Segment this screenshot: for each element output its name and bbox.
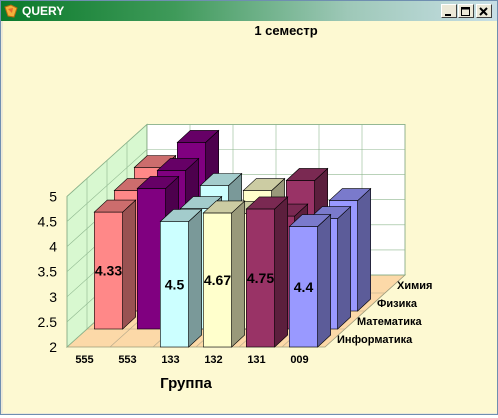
bar-top	[245, 196, 289, 210]
y-tick-label: 4	[49, 239, 57, 255]
x-tick-label: 132	[204, 354, 222, 366]
y-tick-label: 3	[49, 289, 57, 305]
bar-side	[122, 199, 136, 330]
data-label: 4.33	[95, 263, 122, 279]
y-tick-label: 2.5	[38, 314, 58, 330]
bar-top	[202, 200, 246, 214]
data-label: 4.4	[294, 279, 314, 295]
data-label: 4.67	[204, 272, 231, 288]
y-tick-label: 4.5	[38, 214, 58, 230]
bar-top	[242, 178, 286, 191]
bar-top	[136, 176, 180, 189]
bar-front	[160, 221, 189, 348]
bar-top	[199, 173, 243, 186]
x-axis-title: Группа	[160, 375, 212, 392]
bar-top	[176, 130, 220, 143]
title-bar[interactable]: QUERY	[1, 1, 497, 21]
bar-top	[328, 188, 372, 201]
data-label: 4.5	[165, 276, 185, 292]
series-axis-label: Физика	[377, 298, 418, 310]
bar-top	[156, 158, 200, 171]
data-label: 4.75	[247, 270, 274, 286]
chart-title: 1 семестр	[254, 23, 317, 38]
bar-side	[357, 187, 371, 312]
x-tick-label: 133	[161, 354, 179, 366]
y-tick-label: 3.5	[38, 264, 58, 280]
bar-front	[203, 212, 232, 348]
bar-side	[188, 208, 202, 348]
bar-top	[288, 214, 332, 227]
bar-side	[274, 196, 288, 348]
series-axis-label: Химия	[397, 280, 432, 292]
bar-side	[317, 213, 331, 348]
x-tick-label: 009	[290, 354, 308, 366]
x-tick-label: 555	[75, 354, 93, 366]
maximize-button[interactable]	[458, 4, 474, 18]
series-axis-label: Математика	[357, 316, 423, 328]
close-button[interactable]	[476, 4, 492, 18]
chart-area: 1 семестр 22.533.544.55 24.3324.54.674.7…	[3, 21, 497, 413]
chart-3d-bar: 1 семестр 22.533.544.55 24.3324.54.674.7…	[38, 23, 433, 392]
app-icon	[4, 4, 18, 18]
y-tick-label: 2	[49, 339, 57, 355]
bar-side	[231, 200, 245, 348]
x-tick-label: 131	[247, 354, 265, 366]
window-title: QUERY	[22, 4, 65, 18]
bar-top	[159, 209, 203, 222]
x-tick-label: 553	[118, 354, 136, 366]
y-tick-label: 5	[49, 188, 57, 204]
bar-top	[285, 168, 329, 181]
minimize-button[interactable]	[441, 4, 457, 18]
series-axis-label: Информатика	[337, 334, 413, 346]
bar-side	[337, 205, 351, 330]
bar-top	[93, 199, 137, 213]
